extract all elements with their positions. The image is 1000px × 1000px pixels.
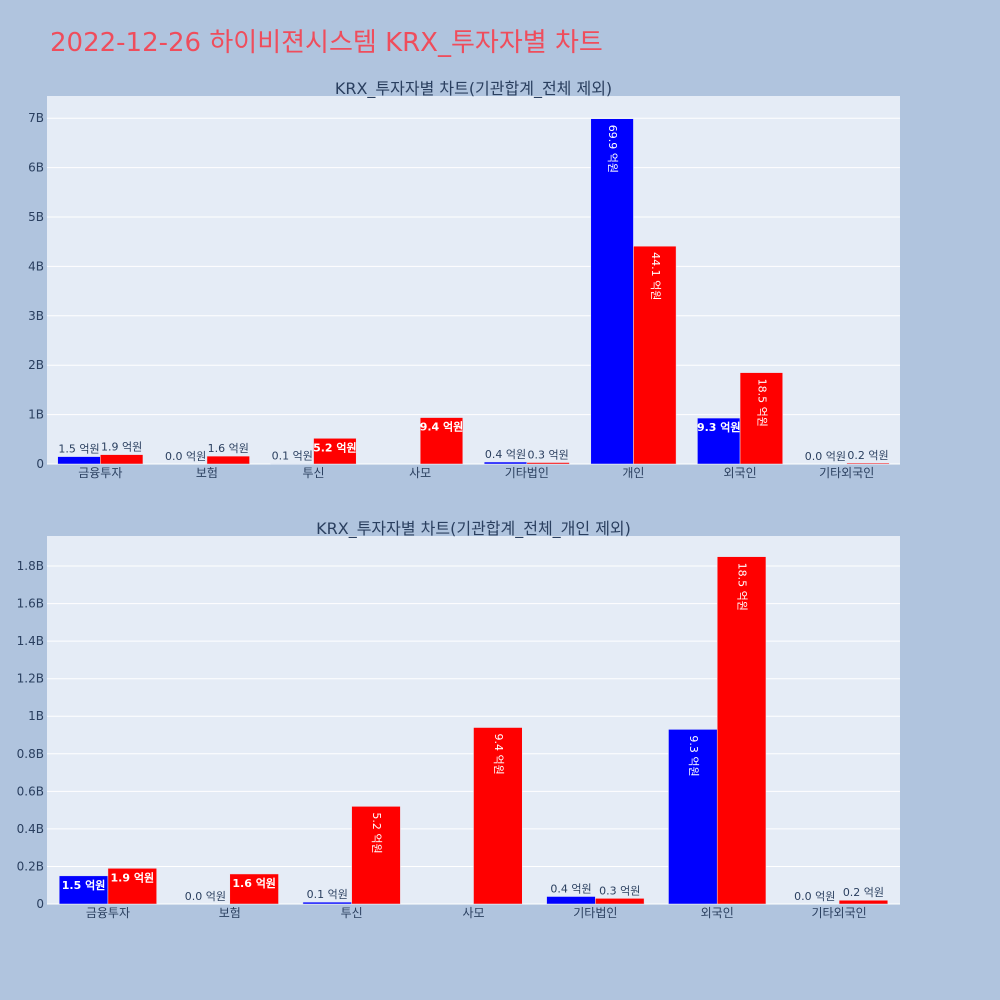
bar-data-label: 0.3 억원 [528, 449, 569, 462]
investor-chart-top: KRX_투자자별 차트(기관합계_전체 제외) 0 1B 2B 3B 4B 5B 6B 7B 1.… [28, 79, 900, 480]
bar [107, 868, 157, 905]
y-tick-label: 0 [36, 457, 44, 471]
y-tick-label: 0.8B [17, 747, 44, 761]
chart-title: KRX_투자자별 차트(기관합계_전체_개인 제외) [316, 519, 631, 539]
bar [419, 417, 464, 465]
x-tick-label: 사모 [409, 466, 431, 480]
x-tick-label: 사모 [462, 906, 484, 920]
bar-data-label: 1.5 억원 [58, 443, 99, 456]
y-tick-label: 1B [28, 709, 44, 723]
x-tick-label: 외국인 [724, 466, 757, 480]
bar-data-label: 69.9 억원 [606, 125, 619, 173]
x-tick-label: 금융투자 [86, 906, 130, 920]
y-tick-label: 5B [28, 210, 44, 224]
bar [58, 875, 109, 905]
x-tick-label: 투신 [303, 466, 325, 480]
x-tick-label: 기타법인 [573, 906, 617, 920]
bar [846, 462, 890, 465]
bar [229, 873, 279, 905]
bar-data-label: 0.4 억원 [485, 448, 526, 461]
bar-data-label: 9.3 억원 [687, 735, 700, 776]
bar [739, 372, 783, 465]
bar [526, 462, 570, 465]
bar-data-label: 1.9 억원 [111, 870, 155, 884]
x-tick-label: 개인 [622, 466, 644, 480]
bar-data-label: 0.4 억원 [550, 882, 591, 895]
bar [351, 806, 401, 905]
bar [595, 898, 645, 905]
y-tick-label: 2B [28, 358, 44, 372]
x-tick-label: 보험 [219, 906, 241, 920]
bar [206, 455, 250, 465]
y-tick-label: 0 [36, 897, 44, 911]
bar-data-label: 0.0 억원 [805, 450, 846, 463]
bar-data-label: 0.2 억원 [847, 449, 888, 462]
bar [697, 417, 741, 465]
y-tick-label: 1.2B [17, 672, 44, 686]
bar [668, 729, 718, 905]
y-tick-label: 0.2B [17, 859, 44, 873]
bar-data-label: 0.2 억원 [843, 886, 884, 899]
bar [633, 245, 677, 465]
bar [302, 901, 352, 905]
x-tick-label: 외국인 [701, 906, 734, 920]
y-tick-label: 7B [28, 111, 44, 125]
bar-data-label: 9.4 억원 [420, 420, 464, 434]
bar-data-label: 0.0 억원 [794, 890, 835, 903]
y-tick-label: 0.6B [17, 784, 44, 798]
bar-data-label: 0.3 억원 [599, 884, 640, 897]
bar [100, 454, 144, 465]
x-tick-label: 보험 [196, 466, 218, 480]
bar-data-label: 1.9 억원 [101, 441, 142, 454]
bar-data-label: 1.6 억원 [208, 442, 249, 455]
bar-data-label: 18.5 억원 [755, 379, 768, 427]
bar-data-label: 0.0 억원 [165, 450, 206, 463]
bar-data-label: 9.4 억원 [492, 734, 505, 775]
page-title: 2022-12-26 하이비젼시스템 KRX_투자자별 차트 [50, 28, 603, 58]
y-tick-label: 1.4B [17, 634, 44, 648]
x-tick-label: 기타외국인 [811, 906, 866, 920]
bar-data-label: 1.5 억원 [62, 878, 106, 892]
y-tick-label: 1.8B [17, 559, 44, 573]
bar-data-label: 9.3 억원 [697, 420, 741, 434]
y-tick-label: 0.4B [17, 822, 44, 836]
bar-data-label: 5.2 억원 [313, 440, 357, 454]
bar [313, 438, 357, 465]
bar [546, 896, 596, 905]
bar [716, 556, 767, 905]
bar-data-label: 5.2 억원 [370, 812, 383, 853]
y-tick-label: 6B [28, 161, 44, 175]
y-tick-label: 1B [28, 408, 44, 422]
bar-data-label: 0.1 억원 [307, 888, 348, 901]
bar-data-label: 18.5 억원 [736, 563, 749, 611]
x-tick-label: 기타외국인 [819, 466, 874, 480]
bar-data-label: 0.1 억원 [272, 450, 313, 463]
bar-data-label: 44.1 억원 [649, 252, 662, 300]
x-tick-label: 금융투자 [78, 466, 122, 480]
chart-title: KRX_투자자별 차트(기관합계_전체 제외) [335, 79, 612, 99]
bar [473, 727, 523, 905]
bar-data-label: 0.0 억원 [185, 890, 226, 903]
x-tick-label: 투신 [341, 906, 363, 920]
bar [838, 899, 889, 905]
x-tick-label: 기타법인 [505, 466, 549, 480]
bar-data-label: 1.6 억원 [232, 876, 276, 890]
y-tick-label: 4B [28, 259, 44, 273]
y-tick-label: 1.6B [17, 597, 44, 611]
y-tick-label: 3B [28, 309, 44, 323]
bar [590, 118, 634, 465]
